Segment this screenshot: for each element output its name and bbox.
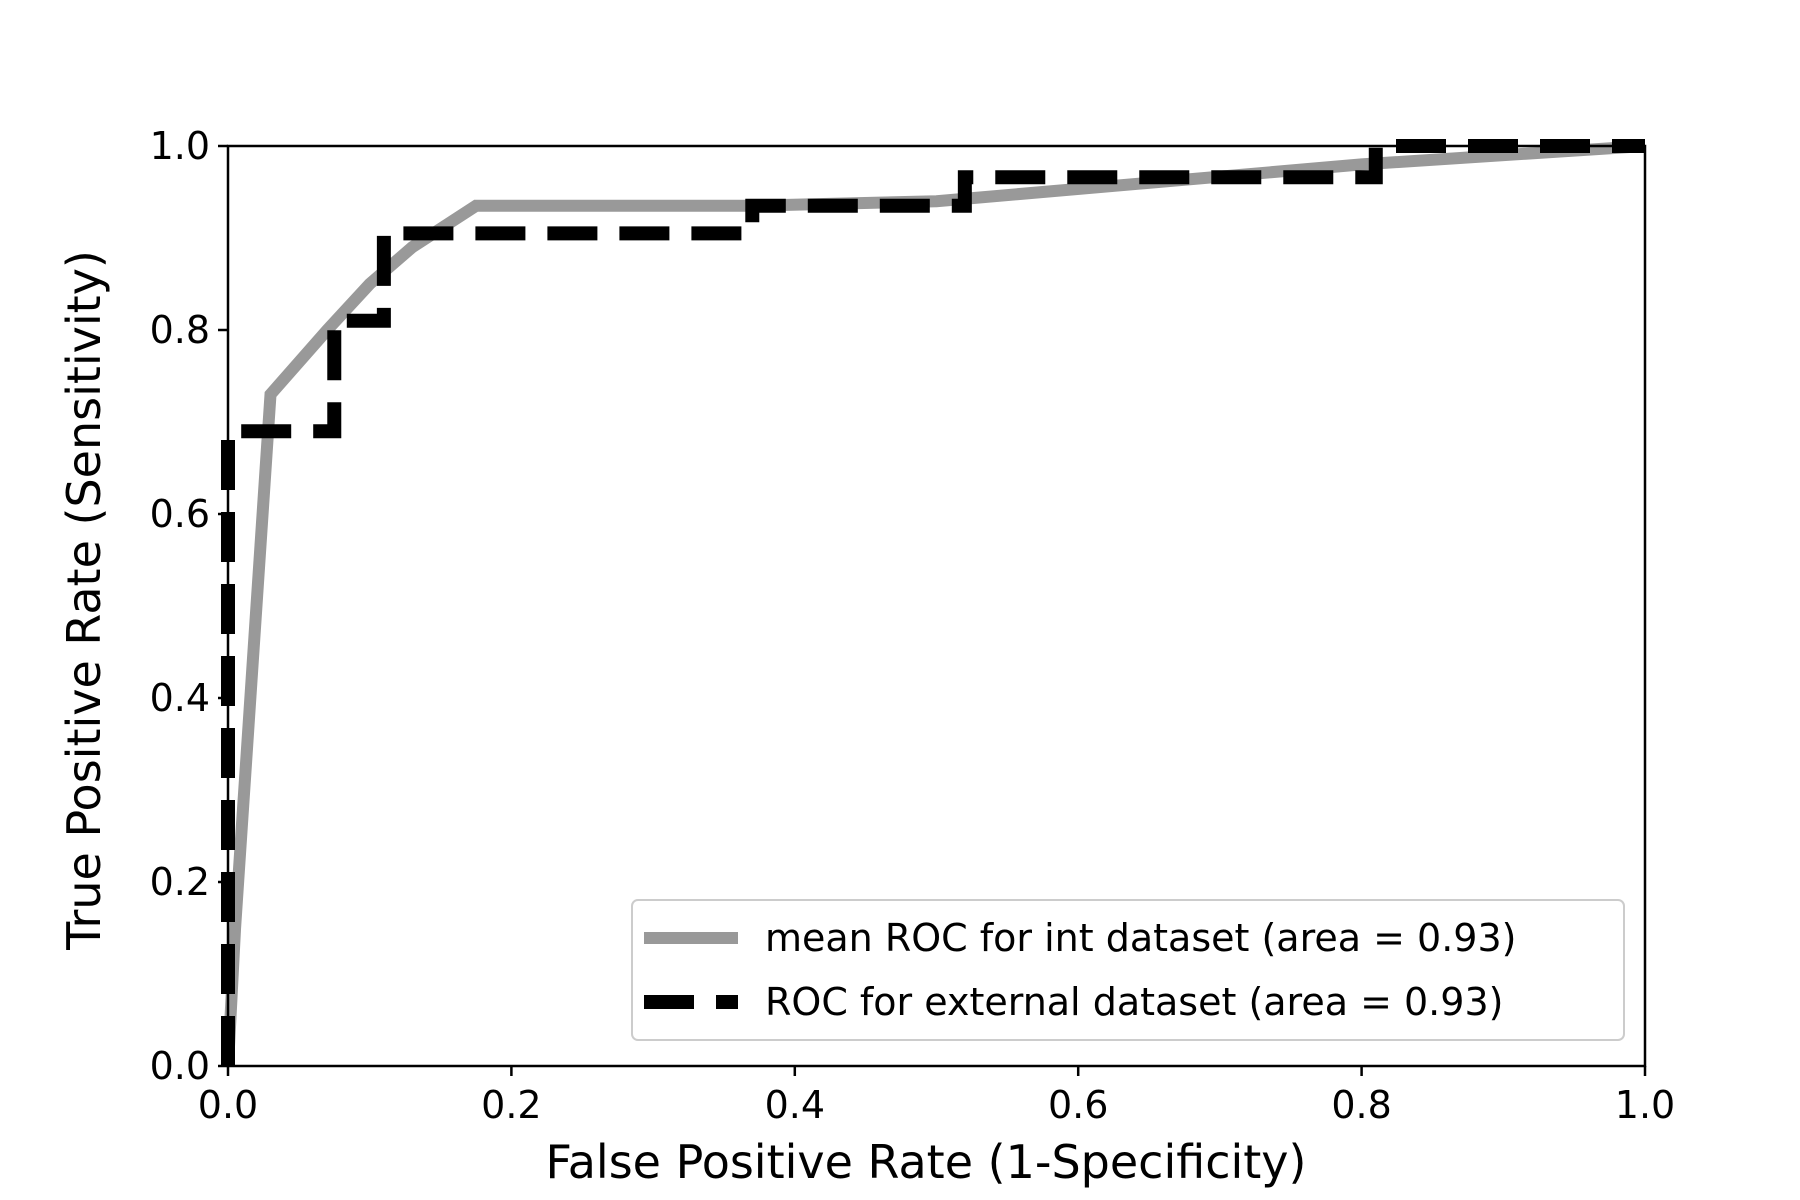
y-tick-label: 0.6 <box>150 492 210 536</box>
y-tick-label: 0.2 <box>150 860 210 904</box>
plot-area <box>221 139 1646 1067</box>
series-line-2 <box>221 139 1645 1066</box>
y-tick-label: 0.4 <box>150 676 210 720</box>
y-tick-label: 1.0 <box>150 124 210 168</box>
x-tick-label: 0.0 <box>198 1083 258 1127</box>
x-tick-label: 0.6 <box>1048 1083 1108 1127</box>
y-tick-label: 0.8 <box>150 308 210 352</box>
x-tick-label: 0.8 <box>1331 1083 1391 1127</box>
x-tick-label: 1.0 <box>1615 1083 1675 1127</box>
axes: 0.0 0.2 0.4 0.6 0.8 1.0 0.0 0.2 0.4 0.6 0.8 1.0 <box>150 124 1676 1127</box>
y-axis-title: True Positive Rate (Sensitivity) <box>57 250 111 951</box>
series-line-1 <box>222 140 1646 1067</box>
legend: mean ROC for int dataset (area = 0.93) RO… <box>631 899 1625 1041</box>
x-axis-title: False Positive Rate (1-Specificity) <box>546 1135 1307 1189</box>
legend-label-2: ROC for external dataset (area = 0.93) <box>765 980 1503 1024</box>
x-tick-label: 0.4 <box>765 1083 825 1127</box>
legend-box <box>631 899 1625 1041</box>
y-tick-label: 0.0 <box>150 1044 210 1088</box>
plot-frame <box>226 144 1647 1068</box>
x-tick-label: 0.2 <box>481 1083 541 1127</box>
legend-label-1: mean ROC for int dataset (area = 0.93) <box>765 916 1516 960</box>
